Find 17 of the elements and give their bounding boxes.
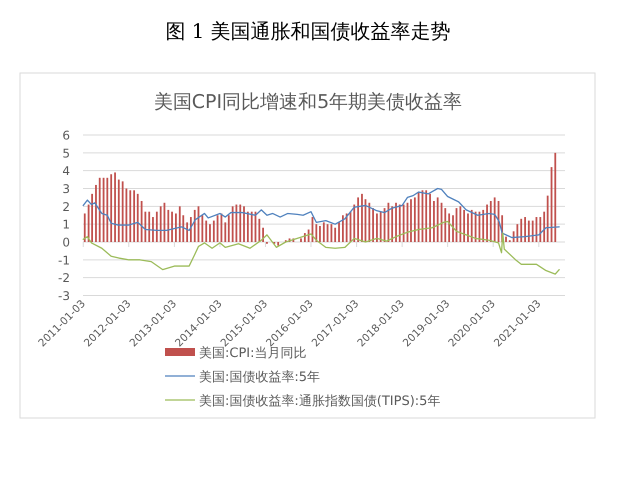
chart-subtitle: 美国CPI同比增速和5年期美债收益率	[154, 91, 462, 113]
y-tick-label: 4	[62, 164, 70, 178]
y-tick-label: -2	[58, 271, 70, 286]
y-tick-label: 0	[62, 236, 70, 250]
legend-label: 美国:国债收益率:通胀指数国债(TIPS):5年	[199, 393, 440, 409]
legend-label: 美国:CPI:当月同比	[199, 345, 307, 361]
legend-label: 美国:国债收益率:5年	[199, 369, 320, 385]
y-tick-label: 3	[62, 182, 70, 196]
y-tick-label: -3	[58, 289, 70, 303]
y-tick-label: 6	[62, 128, 70, 142]
chart-title: 图 1 美国通胀和国债收益率走势	[165, 19, 451, 43]
y-tick-label: 1	[62, 218, 70, 232]
line-series	[82, 220, 560, 275]
y-tick-label: -1	[58, 253, 70, 268]
y-tick-label: 5	[62, 146, 70, 160]
y-tick-label: 2	[62, 200, 70, 214]
line-series	[82, 188, 560, 238]
